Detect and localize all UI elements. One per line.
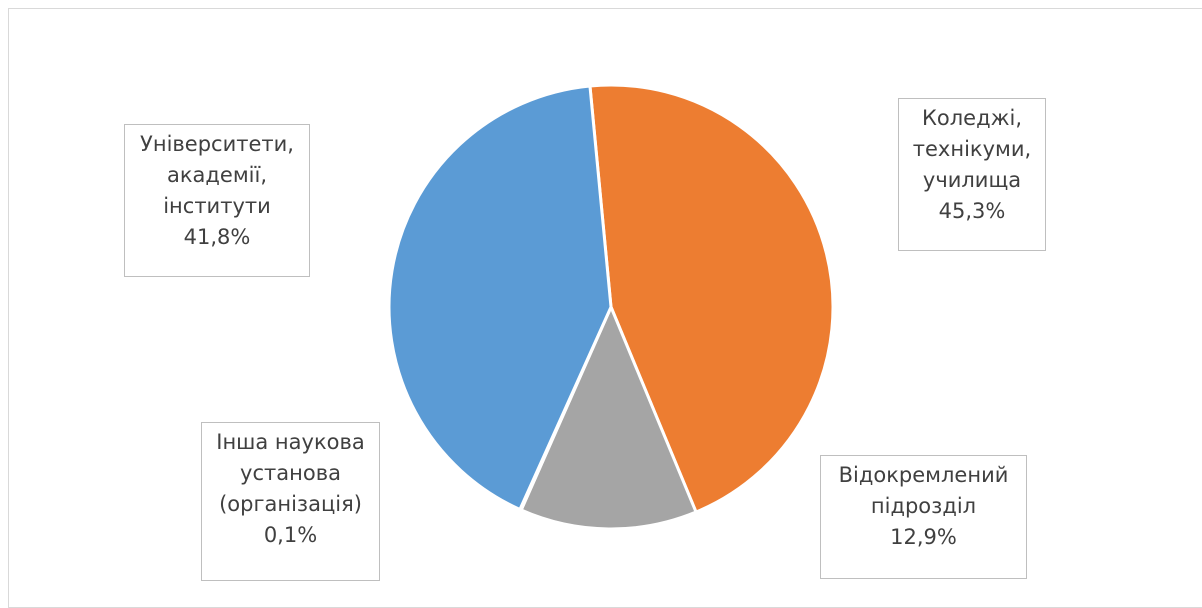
- label-line: (організація): [219, 492, 362, 516]
- label-line: підрозділ: [870, 494, 977, 518]
- label-line: училища: [922, 168, 1022, 192]
- label-line: Коледжі,: [921, 106, 1023, 130]
- label-line: Відокремлений: [838, 463, 1009, 487]
- data-label-universities: Університети, академії, інститути 41,8%: [124, 124, 310, 277]
- label-line: Університети,: [140, 132, 294, 156]
- label-value: 45,3%: [938, 199, 1006, 223]
- data-label-colleges: Коледжі, технікуми, училища 45,3%: [898, 98, 1046, 251]
- label-value: 12,9%: [890, 525, 957, 549]
- data-label-other-institution: Інша наукова установа (організація) 0,1%: [201, 422, 380, 581]
- label-line: академії,: [166, 163, 268, 187]
- data-label-separate-division: Відокремлений підрозділ 12,9%: [820, 455, 1027, 579]
- label-line: Інша наукова: [216, 430, 365, 454]
- pie-slice-universities: [387, 84, 613, 511]
- label-value: 41,8%: [183, 225, 251, 249]
- pie-chart: [387, 83, 835, 531]
- label-line: інститути: [163, 194, 271, 218]
- pie-slice-separate-division: [519, 305, 698, 531]
- label-line: технікуми,: [912, 137, 1032, 161]
- label-line: установа: [240, 461, 341, 485]
- label-value: 0,1%: [263, 523, 318, 547]
- pie-slice-colleges: [588, 83, 835, 514]
